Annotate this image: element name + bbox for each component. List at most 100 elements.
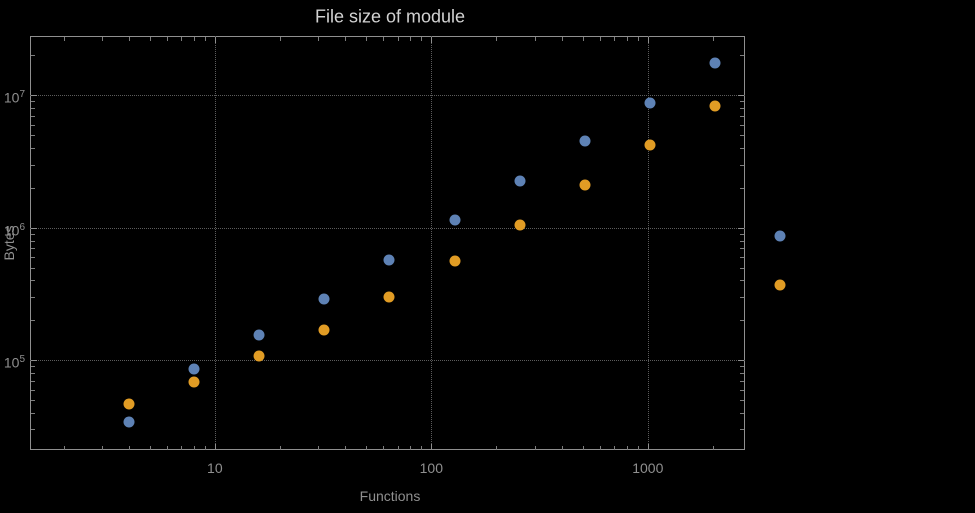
y-tick-minor — [740, 164, 744, 166]
x-tick-minor — [280, 446, 281, 450]
x-tick-minor — [637, 446, 639, 450]
data-point-orange — [514, 219, 526, 231]
x-tick-minor — [193, 37, 195, 41]
x-tick-minor — [496, 37, 498, 41]
y-tick-major — [738, 227, 744, 229]
y-tick-minor — [740, 366, 744, 368]
x-tick-minor — [599, 446, 601, 450]
x-tick-label: 100 — [419, 460, 443, 476]
data-point-blue — [449, 214, 461, 226]
y-tick-minor — [31, 412, 35, 414]
y-tick-minor — [740, 187, 744, 189]
x-tick-minor — [626, 446, 628, 450]
y-tick-minor — [31, 115, 35, 117]
x-tick-minor — [63, 37, 65, 41]
y-tick-minor — [31, 320, 35, 322]
x-tick-minor — [582, 446, 584, 450]
y-tick-minor — [740, 400, 744, 402]
x-tick-major — [214, 444, 216, 450]
x-tick-minor — [410, 446, 412, 450]
data-point-blue — [514, 175, 526, 187]
x-tick-minor — [614, 446, 616, 450]
data-point-orange — [383, 291, 395, 303]
x-tick-minor — [421, 37, 423, 41]
x-tick-minor — [421, 446, 423, 450]
y-tick-minor — [31, 296, 35, 298]
plot-frame — [30, 36, 745, 450]
y-tick-minor — [740, 373, 744, 375]
data-point-blue — [318, 293, 330, 305]
x-tick-minor — [366, 446, 368, 450]
x-tick-minor — [614, 37, 616, 41]
y-tick-minor — [31, 164, 35, 166]
x-tick-minor — [204, 37, 206, 41]
data-point-blue — [188, 363, 200, 375]
y-tick-minor — [31, 233, 35, 235]
x-tick-minor — [534, 446, 536, 450]
data-point-orange — [253, 350, 265, 362]
y-tick-minor — [31, 389, 35, 391]
data-point-blue — [644, 97, 656, 109]
x-tick-minor — [561, 446, 563, 450]
y-tick-minor — [31, 108, 35, 110]
data-point-blue — [774, 230, 786, 242]
x-tick-minor — [280, 37, 281, 41]
y-tick-minor — [740, 240, 744, 242]
data-point-blue — [579, 135, 591, 147]
x-tick-minor — [193, 446, 195, 450]
y-tick-minor — [740, 147, 744, 149]
x-axis-label: Functions — [359, 488, 421, 504]
data-point-blue — [709, 57, 721, 69]
y-tick-minor — [740, 233, 744, 235]
y-tick-minor — [740, 412, 744, 414]
x-tick-minor — [181, 446, 183, 450]
x-tick-major — [647, 37, 649, 43]
x-gridline — [214, 36, 216, 450]
data-point-orange — [123, 398, 135, 410]
y-tick-minor — [31, 429, 35, 431]
data-point-orange — [188, 376, 200, 388]
y-tick-minor — [740, 267, 744, 269]
y-tick-label: 106 — [3, 221, 25, 239]
data-point-orange — [644, 139, 656, 151]
x-tick-minor — [397, 446, 399, 450]
x-tick-major — [647, 444, 649, 450]
y-tick-minor — [740, 124, 744, 126]
x-tick-minor — [397, 37, 399, 41]
y-tick-minor — [31, 400, 35, 402]
x-tick-minor — [149, 446, 151, 450]
y-tick-minor — [740, 280, 744, 282]
y-tick-minor — [31, 380, 35, 382]
x-tick-minor — [181, 37, 183, 41]
x-tick-minor — [534, 37, 536, 41]
data-point-blue — [383, 254, 395, 266]
y-tick-minor — [740, 389, 744, 391]
x-tick-minor — [712, 37, 714, 41]
y-tick-major — [31, 227, 37, 229]
data-point-orange — [709, 100, 721, 112]
x-tick-minor — [204, 446, 206, 450]
y-gridline — [30, 227, 745, 229]
chart-title: File size of module — [314, 6, 466, 27]
y-tick-minor — [740, 101, 744, 103]
x-tick-minor — [626, 37, 628, 41]
y-tick-minor — [31, 55, 35, 57]
x-tick-minor — [345, 446, 347, 450]
data-point-orange — [579, 179, 591, 191]
x-tick-minor — [599, 37, 601, 41]
y-tick-minor — [31, 257, 35, 259]
x-tick-minor — [366, 37, 368, 41]
data-point-orange — [318, 324, 330, 336]
y-tick-major — [738, 95, 744, 97]
y-tick-minor — [31, 248, 35, 250]
x-tick-label: 10 — [207, 460, 223, 476]
y-tick-minor — [740, 55, 744, 57]
y-tick-minor — [740, 296, 744, 298]
x-tick-minor — [345, 37, 347, 41]
y-tick-minor — [740, 380, 744, 382]
x-tick-minor — [166, 446, 168, 450]
y-tick-major — [738, 360, 744, 362]
data-point-blue — [123, 416, 135, 428]
y-tick-minor — [740, 257, 744, 259]
